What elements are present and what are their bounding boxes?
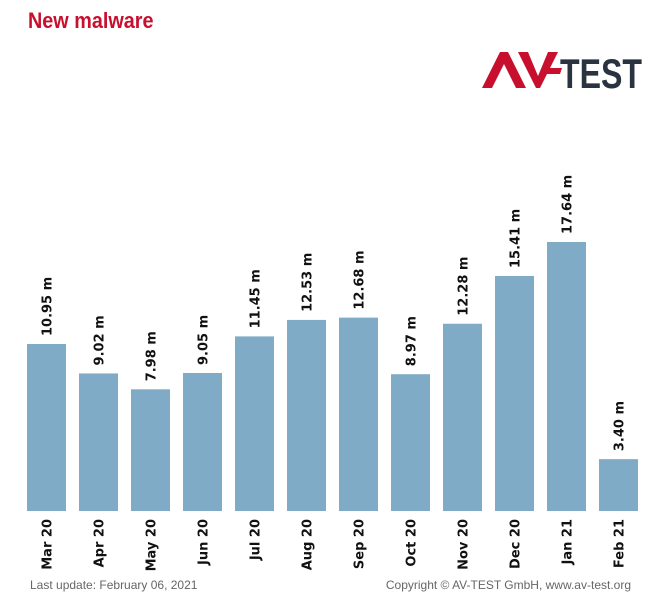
bar-value-label: 9.05 m: [197, 315, 212, 365]
logo-a-shape: [482, 52, 526, 88]
bar-value-label: 10.95 m: [41, 277, 56, 336]
x-tick-label: Nov 20: [457, 519, 472, 570]
bar: [287, 319, 326, 511]
x-tick-label: Mar 20: [41, 519, 56, 570]
bar: [235, 336, 274, 511]
logo-v-shape: [518, 52, 558, 88]
x-tick-label: Oct 20: [405, 519, 420, 567]
bar-value-label: 17.64 m: [561, 175, 576, 234]
av-test-logo: TEST: [482, 50, 642, 96]
bar: [547, 242, 586, 511]
logo-dash: [546, 68, 562, 74]
x-tick-label: Feb 21: [613, 519, 628, 568]
bar-value-label: 12.53 m: [301, 253, 316, 312]
bar-value-label: 11.45 m: [249, 269, 264, 328]
copyright-text: Copyright © AV-TEST GmbH, www.av-test.or…: [385, 578, 631, 592]
logo-text-test: TEST: [560, 50, 642, 96]
x-tick-label: Aug 20: [301, 519, 316, 570]
bar-value-label: 12.68 m: [353, 250, 368, 309]
x-tick-label: Sep 20: [353, 519, 368, 569]
x-tick-label: May 20: [145, 519, 160, 571]
bar-value-label: 8.97 m: [405, 316, 420, 366]
bar: [27, 344, 66, 511]
bar: [599, 459, 638, 511]
bar-value-label: 9.02 m: [93, 315, 108, 365]
x-tick-label: Jun 20: [197, 519, 212, 566]
bar: [443, 323, 482, 511]
bar-value-label: 15.41 m: [509, 209, 524, 268]
x-tick-label: Dec 20: [509, 519, 524, 569]
bar: [183, 372, 222, 511]
last-update-text: Last update: February 06, 2021: [30, 578, 198, 592]
bar-value-label: 3.40 m: [613, 401, 628, 451]
bar: [391, 374, 430, 511]
x-tick-label: Jan 21: [561, 519, 576, 565]
x-tick-label: Apr 20: [93, 519, 108, 567]
bar: [339, 317, 378, 511]
bar: [131, 389, 170, 511]
x-tick-label: Jul 20: [249, 519, 264, 561]
bar: [495, 276, 534, 511]
bar-value-label: 12.28 m: [457, 257, 472, 316]
bar: [79, 373, 118, 511]
chart-title: New malware: [28, 8, 154, 33]
bar-value-label: 7.98 m: [145, 331, 160, 381]
